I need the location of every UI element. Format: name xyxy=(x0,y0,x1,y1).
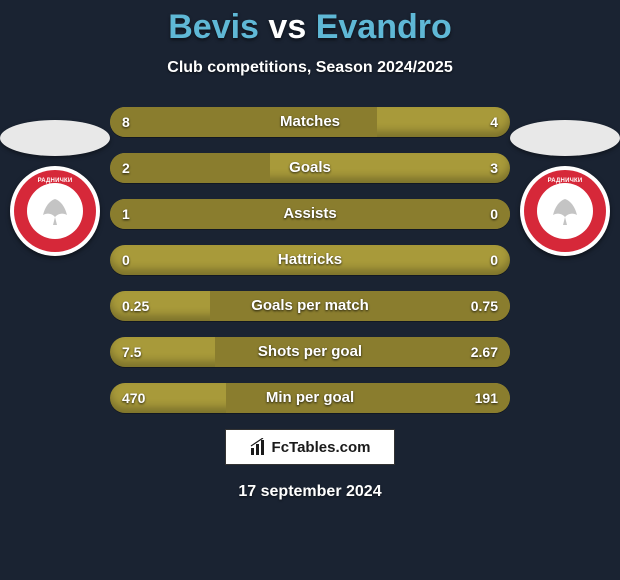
player2-avatar-placeholder xyxy=(510,120,620,156)
eagle-icon xyxy=(545,191,585,231)
player2-column: РАДНИЧКИ xyxy=(505,120,620,256)
stats-bars-container: 84Matches 23Goals 10Assists 00Hattricks 0.25… xyxy=(110,107,510,413)
player2-club-badge: РАДНИЧКИ xyxy=(520,166,610,256)
badge-text-top: РАДНИЧКИ xyxy=(524,178,606,184)
stat-label: Shots per goal xyxy=(110,337,510,367)
stat-bar: 470191Min per goal xyxy=(110,383,510,413)
date-text: 17 september 2024 xyxy=(0,483,620,501)
stat-bar: 0.250.75Goals per match xyxy=(110,291,510,321)
stat-label: Goals per match xyxy=(110,291,510,321)
stat-label: Assists xyxy=(110,199,510,229)
stat-bar: 7.52.67Shots per goal xyxy=(110,337,510,367)
fctables-logo-text: FcTables.com xyxy=(272,439,371,456)
stat-label: Matches xyxy=(110,107,510,137)
stat-bar: 23Goals xyxy=(110,153,510,183)
player1-column: РАДНИЧКИ xyxy=(0,120,115,256)
badge-text-top: РАДНИЧКИ xyxy=(14,178,96,184)
badge-inner-circle xyxy=(27,183,83,239)
vs-text: vs xyxy=(268,8,306,46)
stat-label: Goals xyxy=(110,153,510,183)
badge-red-ring: РАДНИЧКИ xyxy=(524,170,606,252)
badge-red-ring: РАДНИЧКИ xyxy=(14,170,96,252)
stat-label: Hattricks xyxy=(110,245,510,275)
stat-label: Min per goal xyxy=(110,383,510,413)
player1-club-badge: РАДНИЧКИ xyxy=(10,166,100,256)
player1-avatar-placeholder xyxy=(0,120,110,156)
player2-name: Evandro xyxy=(316,8,452,46)
stat-bar: 84Matches xyxy=(110,107,510,137)
stat-bar: 00Hattricks xyxy=(110,245,510,275)
badge-inner-circle xyxy=(537,183,593,239)
stat-bar: 10Assists xyxy=(110,199,510,229)
chart-bars-icon xyxy=(250,438,268,456)
fctables-logo-box[interactable]: FcTables.com xyxy=(225,429,395,465)
comparison-title: Bevis vs Evandro xyxy=(0,0,620,47)
subtitle: Club competitions, Season 2024/2025 xyxy=(0,59,620,77)
player1-name: Bevis xyxy=(168,8,259,46)
eagle-icon xyxy=(35,191,75,231)
